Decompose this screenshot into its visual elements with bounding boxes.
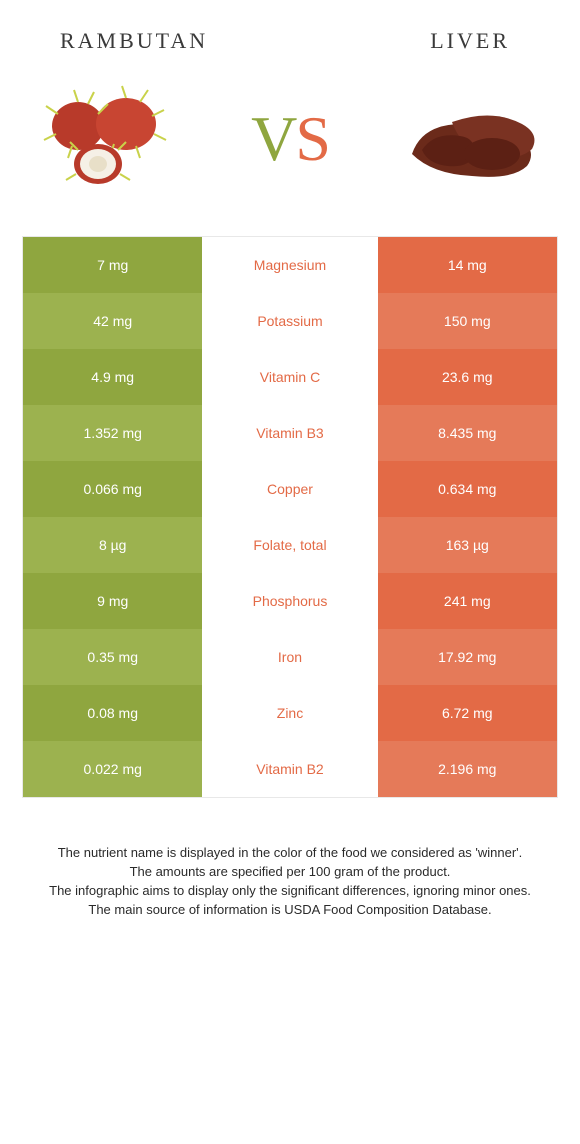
table-row: 9 mgPhosphorus241 mg <box>23 573 557 629</box>
nutrient-name: Magnesium <box>202 237 377 293</box>
nutrient-name: Zinc <box>202 685 377 741</box>
value-right: 163 µg <box>378 517 557 573</box>
footer-line: The infographic aims to display only the… <box>36 882 544 901</box>
comparison-table: 7 mgMagnesium14 mg42 mgPotassium150 mg4.… <box>22 236 558 798</box>
header-titles: RAMBUTAN LIVER <box>0 0 580 54</box>
table-row: 0.35 mgIron17.92 mg <box>23 629 557 685</box>
images-row: VS <box>0 54 580 224</box>
value-left: 4.9 mg <box>23 349 202 405</box>
value-left: 0.066 mg <box>23 461 202 517</box>
table-row: 0.08 mgZinc6.72 mg <box>23 685 557 741</box>
food-title-right: LIVER <box>430 28 510 54</box>
food-title-left: RAMBUTAN <box>60 28 208 54</box>
value-left: 9 mg <box>23 573 202 629</box>
footer-line: The amounts are specified per 100 gram o… <box>36 863 544 882</box>
table-row: 42 mgPotassium150 mg <box>23 293 557 349</box>
footer-line: The main source of information is USDA F… <box>36 901 544 920</box>
value-right: 17.92 mg <box>378 629 557 685</box>
value-left: 7 mg <box>23 237 202 293</box>
value-left: 0.022 mg <box>23 741 202 797</box>
value-left: 8 µg <box>23 517 202 573</box>
value-left: 1.352 mg <box>23 405 202 461</box>
value-right: 150 mg <box>378 293 557 349</box>
nutrient-name: Copper <box>202 461 377 517</box>
table-row: 0.022 mgVitamin B22.196 mg <box>23 741 557 797</box>
nutrient-name: Potassium <box>202 293 377 349</box>
value-right: 0.634 mg <box>378 461 557 517</box>
nutrient-name: Iron <box>202 629 377 685</box>
footer-line: The nutrient name is displayed in the co… <box>36 844 544 863</box>
value-right: 6.72 mg <box>378 685 557 741</box>
table-row: 1.352 mgVitamin B38.435 mg <box>23 405 557 461</box>
nutrient-name: Phosphorus <box>202 573 377 629</box>
value-left: 42 mg <box>23 293 202 349</box>
vs-label: VS <box>251 102 329 176</box>
value-right: 241 mg <box>378 573 557 629</box>
value-left: 0.35 mg <box>23 629 202 685</box>
rambutan-image <box>28 84 188 194</box>
table-row: 0.066 mgCopper0.634 mg <box>23 461 557 517</box>
liver-image <box>392 84 552 194</box>
nutrient-name: Folate, total <box>202 517 377 573</box>
nutrient-name: Vitamin C <box>202 349 377 405</box>
nutrient-name: Vitamin B3 <box>202 405 377 461</box>
nutrient-name: Vitamin B2 <box>202 741 377 797</box>
table-row: 7 mgMagnesium14 mg <box>23 237 557 293</box>
footer-notes: The nutrient name is displayed in the co… <box>0 798 580 959</box>
value-right: 8.435 mg <box>378 405 557 461</box>
table-row: 8 µgFolate, total163 µg <box>23 517 557 573</box>
value-right: 14 mg <box>378 237 557 293</box>
value-right: 23.6 mg <box>378 349 557 405</box>
value-left: 0.08 mg <box>23 685 202 741</box>
value-right: 2.196 mg <box>378 741 557 797</box>
table-row: 4.9 mgVitamin C23.6 mg <box>23 349 557 405</box>
